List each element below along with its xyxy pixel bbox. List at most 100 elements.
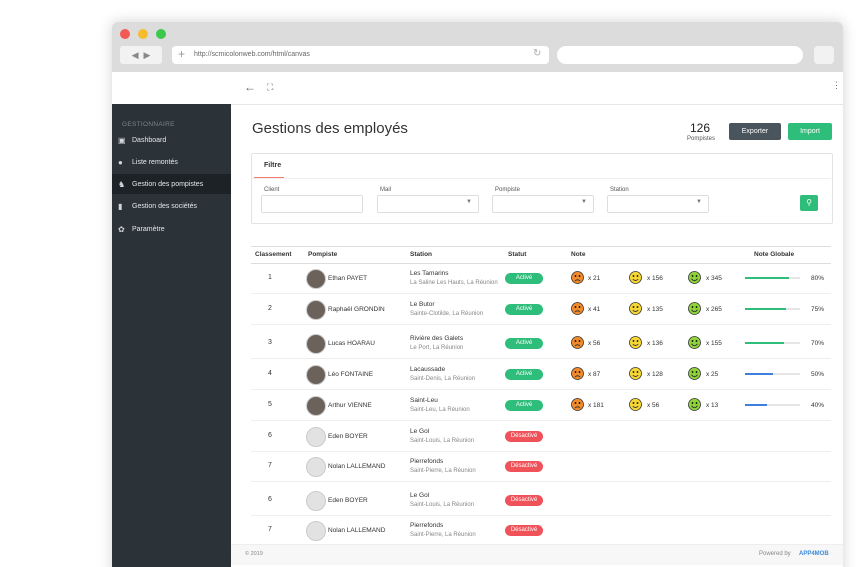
station: Le Gol — [410, 492, 430, 499]
smiley — [571, 302, 584, 315]
station: Lacaussade — [410, 366, 446, 373]
footer-brand: APP4MOB — [799, 551, 829, 557]
mid-count: x 156 — [647, 275, 663, 282]
rank: 4 — [268, 370, 272, 377]
employee-name[interactable]: Raphaël GRONDIN — [328, 306, 385, 313]
station: Le Butor — [410, 301, 435, 308]
bad-count: x 21 — [588, 275, 601, 282]
smiley — [688, 398, 701, 411]
filter-input[interactable] — [261, 195, 363, 213]
avatar — [306, 269, 326, 289]
smiley-icon — [571, 271, 584, 284]
export-button[interactable]: Exporter — [729, 123, 781, 140]
nav-buttons[interactable]: ◀ ▶ — [120, 46, 162, 64]
rank: 1 — [268, 274, 272, 281]
place: Saint-Pierre, La Réunion — [410, 532, 476, 538]
score-bar — [745, 277, 789, 279]
sidebar-icon: ▣ — [118, 136, 126, 145]
status-badge: Activé — [505, 338, 543, 349]
smiley-icon — [688, 302, 701, 315]
employee-name[interactable]: Arthur VIENNE — [328, 402, 372, 409]
footer-copy: © 2019 — [245, 551, 263, 557]
place: Saint-Denis, La Réunion — [410, 376, 476, 382]
employee-name[interactable]: Léo FONTAINE — [328, 371, 374, 378]
page-title: Gestions des employés — [252, 120, 408, 137]
smiley-icon — [629, 367, 642, 380]
sidebar-item[interactable]: Dashboard — [132, 137, 167, 144]
smiley — [688, 271, 701, 284]
search-button[interactable]: ⚲ — [800, 195, 818, 211]
employee-name[interactable]: Eden BOYER — [328, 497, 368, 504]
employee-name[interactable]: Ethan PAYET — [328, 275, 368, 282]
sidebar-item[interactable]: Gestion des sociétés — [132, 203, 197, 210]
min-dot[interactable] — [138, 29, 148, 39]
place: Sainte-Clotilde, La Réunion — [410, 311, 484, 317]
sidebar-section: GESTIONNAIRE — [122, 121, 175, 128]
score-bar — [745, 308, 787, 310]
employee-name[interactable]: Nolan LALLEMAND — [328, 463, 386, 470]
address-bar[interactable] — [172, 46, 549, 64]
score-bar — [745, 404, 767, 406]
reload-icon[interactable]: ↻ — [533, 48, 542, 59]
filter-input[interactable] — [492, 195, 594, 213]
mid-count: x 128 — [647, 371, 663, 378]
employee-name[interactable]: Lucas HOARAU — [328, 340, 375, 347]
rank: 6 — [268, 496, 272, 503]
smiley-icon — [688, 271, 701, 284]
smiley — [629, 271, 642, 284]
kebab-icon[interactable]: ⋮ — [832, 80, 841, 90]
place: Saint-Pierre, La Réunion — [410, 468, 476, 474]
menu-button[interactable] — [814, 46, 834, 64]
back-icon[interactable]: ← — [244, 80, 256, 94]
close-dot[interactable] — [120, 29, 130, 39]
sidebar-item[interactable]: Gestion des pompistes — [132, 181, 204, 188]
score-track — [745, 404, 800, 406]
filter-input[interactable] — [377, 195, 479, 213]
smiley — [571, 398, 584, 411]
url: http://scmicolonweb.com/html/canvas — [194, 51, 310, 58]
avatar — [306, 300, 326, 320]
smiley — [571, 271, 584, 284]
filter-tab[interactable]: Filtre — [264, 162, 282, 169]
good-count: x 13 — [706, 402, 719, 409]
employee-name[interactable]: Eden BOYER — [328, 433, 368, 440]
place: La Saline Les Hauts, La Réunion — [410, 280, 498, 286]
import-button[interactable]: Import — [788, 123, 832, 140]
score-track — [745, 373, 800, 375]
row-line — [251, 293, 831, 294]
score-label: 50% — [811, 371, 825, 378]
sidebar-item[interactable]: Liste remontés — [132, 159, 178, 166]
filter-input[interactable] — [607, 195, 709, 213]
column-header: Pompiste — [308, 251, 338, 258]
place: Le Port, La Réunion — [410, 345, 464, 351]
smiley-icon — [688, 367, 701, 380]
expand-icon[interactable]: ⛶ — [267, 82, 274, 92]
dropdown-caret: ▼ — [581, 199, 587, 205]
rank: 6 — [268, 432, 272, 439]
plus-icon: + — [178, 47, 186, 61]
sidebar-item[interactable]: Paramètre — [132, 226, 165, 233]
rank: 7 — [268, 526, 272, 533]
mid-count: x 136 — [647, 340, 663, 347]
score-label: 75% — [811, 306, 825, 313]
status-badge: Activé — [505, 369, 543, 380]
max-dot[interactable] — [156, 29, 166, 39]
smiley-icon — [571, 398, 584, 411]
avatar — [306, 334, 326, 354]
status-badge: Désactivé — [505, 495, 543, 506]
score-label: 80% — [811, 275, 825, 282]
score-bar — [745, 342, 784, 344]
smiley-icon — [629, 398, 642, 411]
row-line — [251, 358, 831, 359]
sidebar-active — [112, 174, 231, 194]
station: Pierrefonds — [410, 522, 444, 529]
search-bar[interactable] — [557, 46, 803, 64]
smiley — [688, 367, 701, 380]
station: Rivière des Galets — [410, 335, 464, 342]
status-badge: Activé — [505, 400, 543, 411]
avatar — [306, 427, 326, 447]
sidebar-icon: ● — [118, 158, 123, 167]
employee-name[interactable]: Nolan LALLEMAND — [328, 527, 386, 534]
filter-tab-line — [254, 177, 284, 178]
